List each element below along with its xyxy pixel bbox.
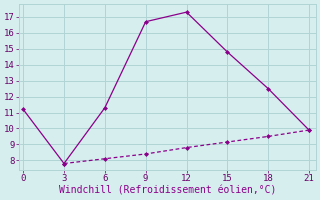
X-axis label: Windchill (Refroidissement éolien,°C): Windchill (Refroidissement éolien,°C) (59, 186, 276, 196)
